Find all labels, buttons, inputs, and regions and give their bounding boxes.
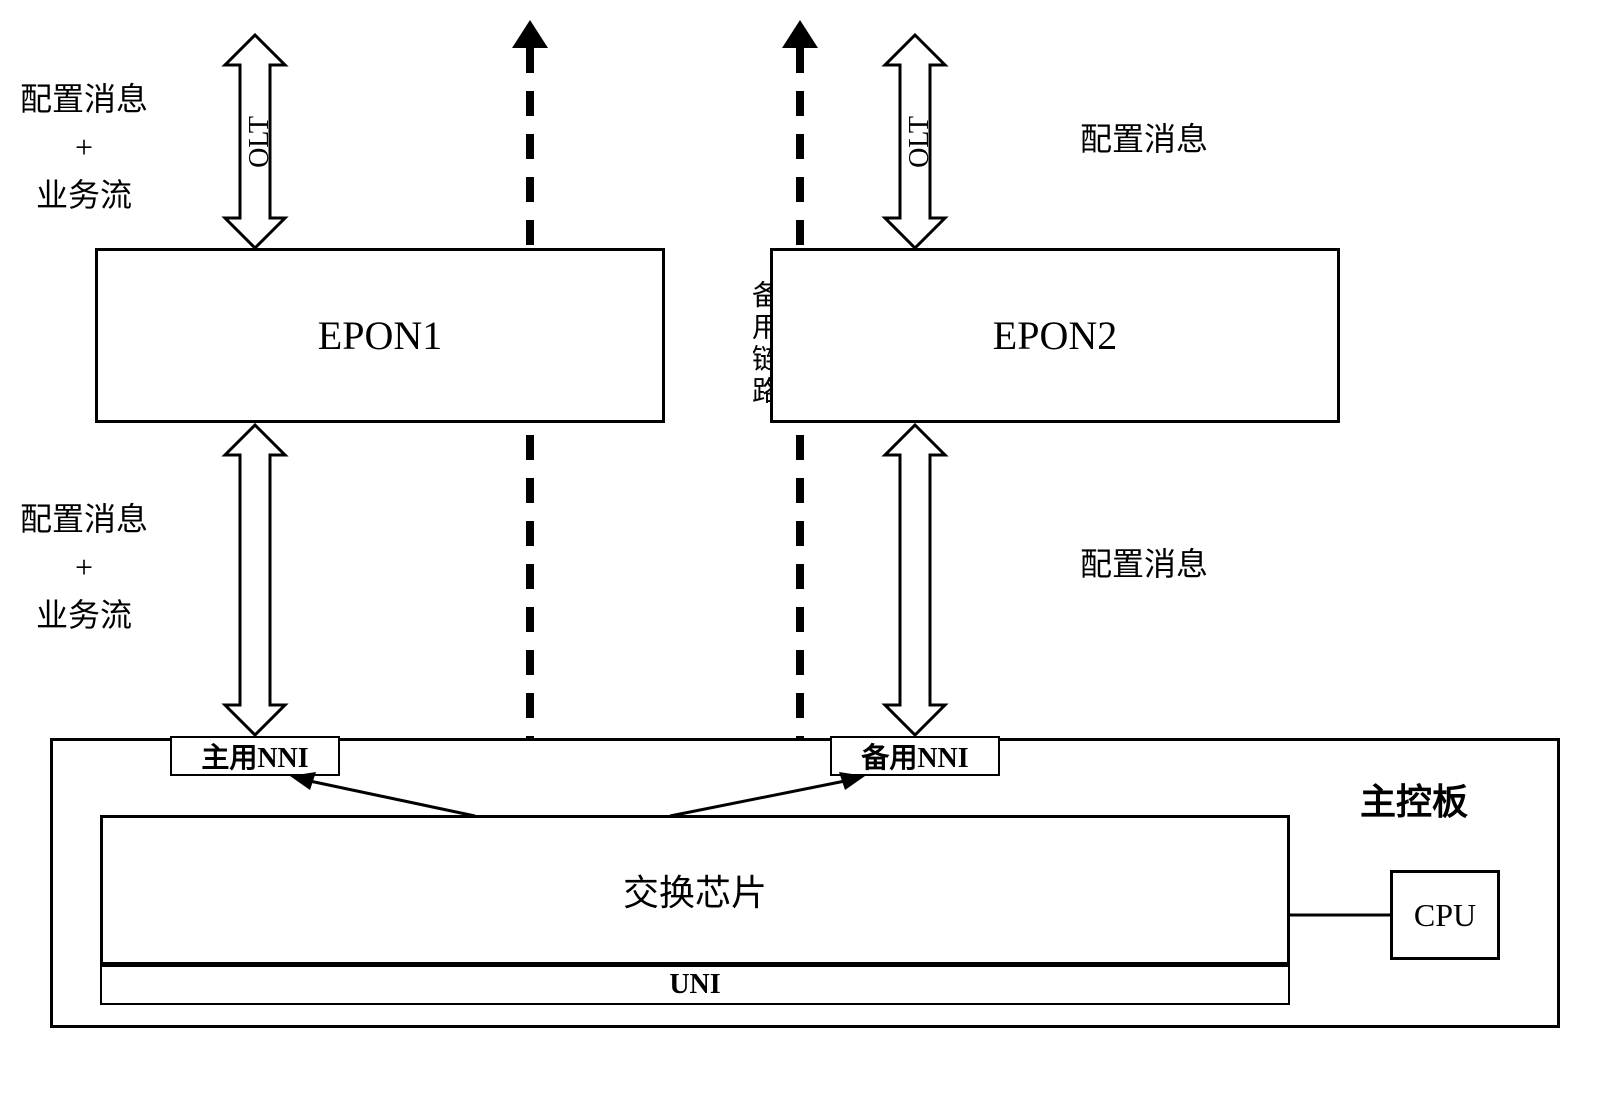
- epon2-box: EPON2: [770, 248, 1340, 423]
- uni-box: UNI: [100, 965, 1290, 1005]
- epon1-title: EPON1: [318, 312, 442, 359]
- switch-chip-box: 交换芯片: [100, 815, 1290, 965]
- olt-label-2: OLT: [904, 116, 936, 168]
- solid-arrow-to-backup-nni: [660, 772, 870, 822]
- switch-chip-label: 交换芯片: [623, 864, 767, 916]
- double-arrow-mid-left: [220, 425, 290, 735]
- main-board-label: 主控板: [1360, 775, 1468, 829]
- diagram-root: 配置消息 + 业务流 配置消息 配置消息 + 业务流 配置消息 OLT OLT …: [0, 0, 1612, 1108]
- cpu-box: CPU: [1390, 870, 1500, 960]
- olt-label-1: OLT: [244, 116, 276, 168]
- cpu-label: CPU: [1414, 897, 1476, 934]
- connect-line-chip-cpu: [1290, 910, 1390, 920]
- epon2-title: EPON2: [993, 312, 1117, 359]
- backup-nni-box: 备用NNI: [830, 736, 1000, 776]
- double-arrow-mid-right: [880, 425, 950, 735]
- label-right-top: 配置消息: [1080, 115, 1208, 163]
- uni-label: UNI: [669, 969, 720, 1001]
- label-right-mid: 配置消息: [1080, 540, 1208, 588]
- label-left-top: 配置消息 + 业务流: [20, 75, 148, 219]
- solid-arrow-to-main-nni: [290, 772, 490, 822]
- epon1-box: EPON1: [95, 248, 665, 423]
- label-left-mid: 配置消息 + 业务流: [20, 495, 148, 639]
- main-nni-box: 主用NNI: [170, 736, 340, 776]
- main-nni-label: 主用NNI: [201, 736, 308, 776]
- backup-nni-label: 备用NNI: [861, 736, 968, 776]
